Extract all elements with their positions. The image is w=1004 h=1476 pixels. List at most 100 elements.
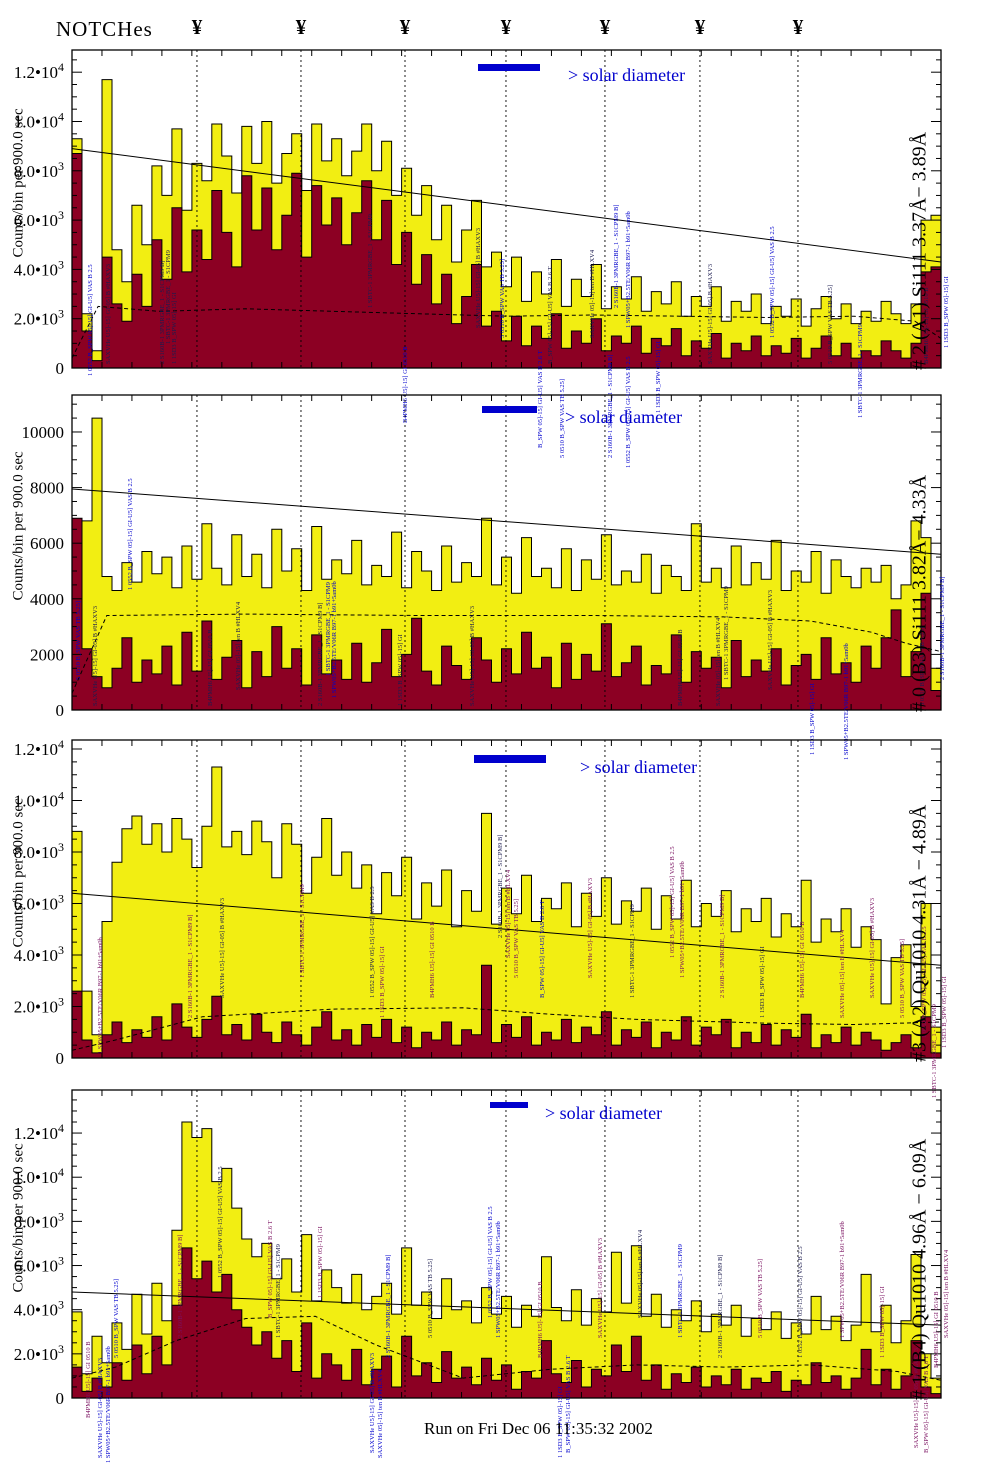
annotation: B_SPW 05]-15] GI-U5] VAS B 2.6 T xyxy=(539,900,546,998)
notch-symbol-7: ¥ xyxy=(792,15,804,39)
annotation: 1 0552 B_SPW 05]-15] GI-U5] VAS B 2.5 xyxy=(797,1246,804,1358)
annotation: SAXVHe U5]-15] GI-05] B #HAXV3 xyxy=(92,606,99,706)
dashed-curve xyxy=(71,305,942,359)
series-background xyxy=(71,1247,942,1399)
annotation: 1 SPW05+B2.5TE/V06R B97-1 b91+5am0b xyxy=(839,1221,846,1338)
annotation: 1 0552 B_SPW 05]-15] GI-U5] VAS B 2.5 xyxy=(369,886,376,998)
annotation: 1 1SD3 B_SPW 05]-15] GI xyxy=(171,292,178,364)
annotation: 1 1SD3 B_SPW 05]-15] GI xyxy=(655,341,662,413)
annotation: 2 S160B-1 3PMRGBE_1 - S1CPM9 B] xyxy=(317,603,324,706)
annotation: SAXVHe U5]-15] GI-05] B #HAXV3 xyxy=(469,606,476,706)
annotation: SAXVHe U5]-15] GI-05] B #HAXV3 xyxy=(97,1358,104,1458)
y-tick-label: 1.0•104 xyxy=(14,789,64,811)
annotation: 5 0510 B_SPW VAS TB 5.25] xyxy=(75,601,82,680)
y-tick-label: 1.2•104 xyxy=(14,1121,64,1143)
series-background xyxy=(71,153,942,369)
notch-symbol-6: ¥ xyxy=(694,15,706,39)
trend-line xyxy=(71,1291,942,1326)
annotation: 2 S160B-1 3PMRGBE_1 - S1CPM9 B] xyxy=(177,1235,184,1338)
series-background xyxy=(71,964,942,1059)
annotation: B4PMH6 U5]-15] GI 0510 B xyxy=(207,629,214,706)
annotation: 1 SBTC-1 3PMRGBE_1 - S1CPM9 xyxy=(857,324,864,418)
annotation: B4PMH6 U5]-15] GI 0510 B xyxy=(429,921,436,998)
annotation: B_SPW 05]-15] GI-U5] VAS B 2.6 T xyxy=(547,266,554,364)
run-timestamp: Run on Fri Dec 06 11:35:32 2002 xyxy=(424,1419,653,1438)
annotation: SAXVHe U5]-15] GI-05] B #HAXV3 xyxy=(369,1353,376,1453)
legend-bar xyxy=(490,1102,528,1108)
annotation: SAXVHe U5]-15] GI-05] B #HAXV3 xyxy=(219,898,226,998)
notches-header-label: NOTCHes xyxy=(56,17,153,41)
annotation: 1 SBTC-1 3PMRGBE_1 - S1CPM9 xyxy=(931,1004,938,1098)
annotation: B4PMH6 U5]-15] GI 0510 B xyxy=(923,287,930,364)
annotation: B4PMH6 U5]-15] GI 0510 B xyxy=(85,1341,92,1418)
y-axis-label: Counts/bin per 900.0 sec xyxy=(10,1143,27,1293)
annotation: B_SPW 05]-15] GI-U5] VAS B 2.6 T xyxy=(923,1355,930,1453)
annotation: B_SPW 05]-15] GI-U5] VAS B 2.6 T xyxy=(537,350,544,448)
annotation: 1 SBTC-1 3PMRGBE_1 - S1CPM9 xyxy=(275,1244,282,1338)
annotation: 1 SPW05+B2.5TE/V06R B97-1 b91+5am0b xyxy=(625,211,632,328)
annotation: 1 SBTC-1 3PMRGBE_1 - S1CPM9 xyxy=(325,582,332,676)
y-tick-label: 2.0•103 xyxy=(14,307,64,329)
notch-symbol-3: ¥ xyxy=(399,15,411,39)
annotation: SAXVHe U5]-15] GI-05] B #HAXV3 xyxy=(475,228,482,328)
annotation: 2 S160B-1 3PMRGBE_1 - S1CPM9 B] xyxy=(717,1255,724,1358)
y-tick-label: 8.0•103 xyxy=(14,1209,64,1231)
plot-frame xyxy=(71,1089,942,1399)
y-tick-label: 10000 xyxy=(22,423,65,442)
annotation: 1 1SD3 B_SPW 05]-15] GI xyxy=(759,946,766,1018)
annotation: SAXVHe 05]-15] ten B #HLXV4 xyxy=(943,1249,950,1338)
annotation: SAXVHe 05]-15] ten B #HLXV4 xyxy=(637,1229,644,1318)
annotation: B4PMH6 U5]-15] GI 0510 B xyxy=(402,346,409,423)
annotation: 1 1SD3 B_SPW 05]-15] GI xyxy=(379,946,386,1018)
annotation: 5 0510 B_SPW VAS TB 5.25] xyxy=(919,627,926,706)
y-tick-label: 1.0•104 xyxy=(14,1165,64,1187)
annotation: 1 SBTC-1 3PMRGBE_1 - S1CPM9 xyxy=(367,214,374,308)
y-tick-label: 4000 xyxy=(30,590,64,609)
annotation: 1 1SD3 B_SPW 05]-15] GI xyxy=(557,1386,564,1458)
y-tick-label: 0 xyxy=(56,701,65,720)
dashed-curve xyxy=(71,1315,942,1381)
annotation: 1 1SD3 B_SPW 05]-15] GI xyxy=(809,683,816,755)
series-background xyxy=(71,517,942,711)
y-tick-label: 6.0•103 xyxy=(14,892,64,914)
dashed-curve xyxy=(71,613,942,694)
panel-right-label-4: # 1 (B4) Qu1010 4.96Å − 6.09Å xyxy=(908,1138,931,1400)
panel-right-label-3: #3 (A2) Qu1010 4.31Å − 4.89Å xyxy=(908,804,931,1062)
annotation: B4PMH6 U5]-15] GI 0510 B xyxy=(677,629,684,706)
y-tick-label: 8.0•103 xyxy=(14,159,64,181)
legend-bar xyxy=(478,64,540,71)
y-tick-label: 4.0•103 xyxy=(14,257,64,279)
annotation: 1 SBTC-1 3PMRGBE_1 - S1CPM9 xyxy=(723,586,730,680)
y-tick-label: 0 xyxy=(56,359,65,378)
y-tick-label: 2000 xyxy=(30,645,64,664)
annotation: SAXVHe 05]-15] ten B #HLXV4 xyxy=(377,1369,384,1458)
annotation: 1 SBTC-1 3PMRGBE_1 - S1CPM9 xyxy=(165,250,172,344)
annotation: 1 SBTC-1 3PMRGBE_1 - S1CPM9 xyxy=(629,904,636,998)
annotation: 5 0510 B_SPW VAS TB 5.25] xyxy=(427,1259,434,1338)
annotation: B4PMH6 U5]-15] GI 0510 B xyxy=(537,1281,544,1358)
annotation: 1 0552 B_SPW 05]-15] GI-U5] VAS B 2.5 xyxy=(625,356,632,468)
annotation: SAXVHe U5]-15] GI-05] B #HAXV3 xyxy=(913,1348,920,1448)
annotation: SAXVHe 05]-15] ten B #HLXV4 xyxy=(715,617,722,706)
annotation: 1 SBTC-1 3PMRGBE_1 - S1CPM9 xyxy=(677,1244,684,1338)
notch-symbol-4: ¥ xyxy=(500,15,512,39)
legend-label: > solar diameter xyxy=(545,1103,662,1123)
y-tick-label: 8.0•103 xyxy=(14,840,64,862)
annotation: 1 0552 B_SPW 05]-15] GI-U5] VAS B 2.5 xyxy=(669,846,676,958)
annotation: SAXVHe U5]-15] GI-05] B #HAXV3 xyxy=(767,590,774,690)
annotation: 5 0510 B_SPW VAS TB 5.25] xyxy=(499,259,506,338)
annotation: 5 0510 B_SPW VAS TB 5.25] xyxy=(757,1259,764,1338)
series-total xyxy=(71,417,942,711)
annotation: SAXVHe 05]-15] ten B #HLXV4 xyxy=(235,601,242,690)
annotation: 1 1SD3 B_SPW 05]-15] GI xyxy=(397,634,404,706)
annotation: 2 S160B-1 3PMRGBE_1 - S1CPM9 B] xyxy=(159,261,166,364)
y-tick-label: 1.2•104 xyxy=(14,60,64,82)
legend-bar xyxy=(482,406,537,413)
annotation: SAXVHe U5]-15] GI-05] B #HAXV3 xyxy=(707,264,714,364)
plot-frame xyxy=(71,739,942,1059)
legend-label: > solar diameter xyxy=(568,65,685,85)
panel-right-label-1: # 2 (A1) Si111 3.37Å− 3.89Å xyxy=(908,131,931,370)
plot-svg-0: 0 2.0•103 4.0•103 6.0•103 8.0•103 1.0•104 1.2•… xyxy=(14,49,950,423)
annotation: 1 SPW05+B2.5TE/V06R B97-1 b91+5am0b xyxy=(495,1221,502,1338)
